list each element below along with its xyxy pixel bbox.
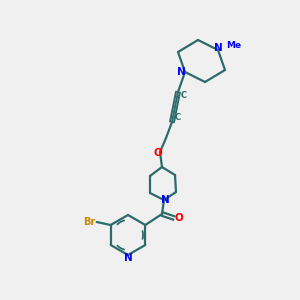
- Text: O: O: [175, 213, 183, 223]
- Text: N: N: [214, 43, 222, 53]
- Text: O: O: [154, 148, 162, 158]
- Text: Br: Br: [84, 217, 96, 227]
- Text: N: N: [160, 195, 169, 205]
- Text: C: C: [181, 92, 187, 100]
- Text: N: N: [177, 67, 185, 77]
- Text: C: C: [175, 113, 181, 122]
- Text: N: N: [124, 253, 132, 263]
- Text: Me: Me: [226, 41, 242, 50]
